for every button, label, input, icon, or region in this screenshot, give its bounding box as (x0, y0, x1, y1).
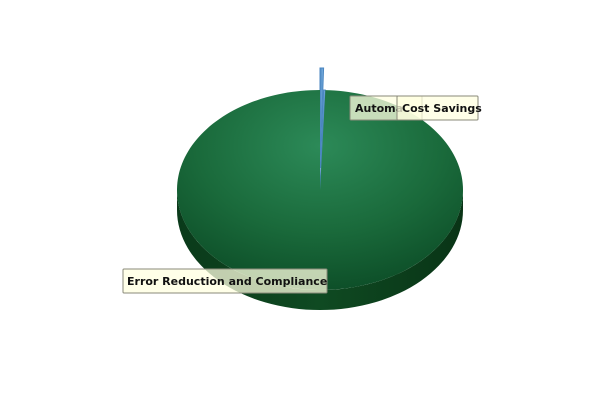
data-label-text: Cost Savings (402, 102, 482, 115)
data-label-text: Automa (355, 102, 403, 115)
pie-slice-automation (319, 67, 325, 169)
data-label-cost-savings: Cost Savings (396, 95, 482, 121)
data-label-box (122, 268, 328, 294)
data-label-box (396, 95, 479, 121)
data-label-text: Error Reduction and Compliance (127, 275, 327, 288)
pie-slice-cost-savings (319, 89, 326, 191)
pie-slice-error-reduction-and-compliance (176, 89, 463, 290)
data-label-error-reduction-and-compliance: Error Reduction and Compliance (122, 268, 328, 294)
